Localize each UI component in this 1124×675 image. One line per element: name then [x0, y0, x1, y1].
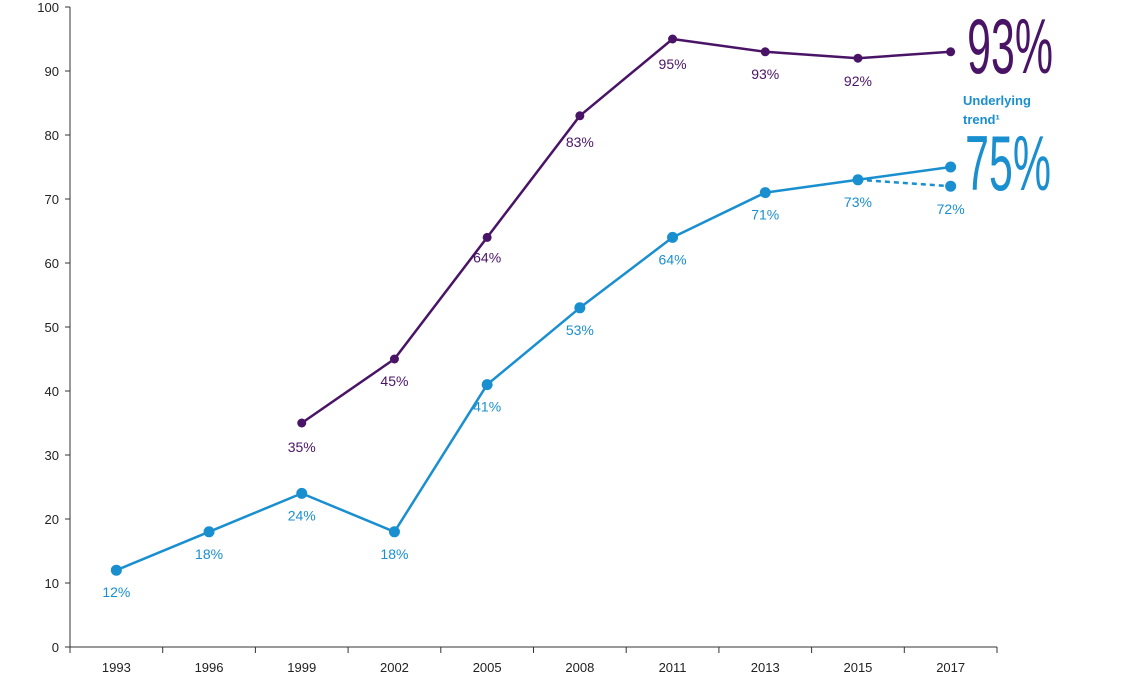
data-label: 92% — [844, 73, 872, 89]
data-label: 64% — [473, 249, 501, 265]
data-point — [297, 418, 307, 428]
data-label: 73% — [844, 194, 872, 210]
x-tick-label: 2017 — [936, 660, 965, 675]
data-label: 18% — [380, 546, 408, 562]
y-tick-label: 30 — [45, 448, 59, 463]
data-point — [296, 487, 308, 499]
data-label: 72% — [937, 201, 965, 217]
data-label: 95% — [659, 56, 687, 72]
chart-lines — [115, 37, 951, 572]
y-tick-label: 40 — [45, 384, 59, 399]
data-point — [760, 47, 770, 57]
chart-marks — [110, 34, 957, 576]
y-tick-label: 60 — [45, 256, 59, 271]
data-point — [668, 34, 678, 44]
data-point — [575, 111, 585, 121]
data-point — [667, 231, 679, 243]
data-label: 35% — [288, 439, 316, 455]
data-point — [852, 174, 864, 186]
data-label: 93% — [751, 66, 779, 82]
y-tick-label: 50 — [45, 320, 59, 335]
x-tick-label: 2015 — [843, 660, 872, 675]
data-label: 45% — [380, 373, 408, 389]
data-point — [481, 379, 493, 391]
y-tick-label: 70 — [45, 192, 59, 207]
end-label-series-1: 93% — [967, 4, 1053, 91]
data-point — [110, 564, 122, 576]
x-tick-label: 1999 — [287, 660, 316, 675]
data-label: 53% — [566, 322, 594, 338]
data-label: 18% — [195, 546, 223, 562]
chart-axes: 0 10 20 30 40 50 60 70 80 90 100 1993 1996 1999 2002 20… — [37, 0, 998, 675]
data-label: 24% — [288, 507, 316, 523]
y-tick-label: 0 — [52, 640, 59, 655]
trend-note-line-2: trend¹ — [963, 112, 1000, 127]
y-tick-label: 80 — [45, 128, 59, 143]
trend-point — [945, 161, 957, 173]
end-label-series-2: 75% — [965, 121, 1051, 208]
series-dashed-segment — [857, 178, 951, 188]
trend-note-line-1: Underlying — [963, 93, 1031, 108]
data-point — [853, 53, 863, 63]
x-tick-label: 2005 — [473, 660, 502, 675]
data-label: 64% — [659, 251, 687, 267]
data-point — [574, 302, 586, 314]
data-label: 71% — [751, 207, 779, 223]
x-tick-label: 1993 — [102, 660, 131, 675]
x-tick-label: 2002 — [380, 660, 409, 675]
x-tick-label: 1996 — [195, 660, 224, 675]
x-tick-label: 2013 — [751, 660, 780, 675]
chart-labels: 35% 45% 64% 83% 95% 93% 92% 12% 18% 24% 18% 41% 53% 6… — [102, 4, 1053, 601]
data-point — [482, 232, 492, 242]
trend-line — [857, 165, 951, 182]
data-point — [388, 526, 400, 538]
data-label: 41% — [473, 399, 501, 415]
data-point — [945, 180, 957, 192]
y-tick-label: 10 — [45, 576, 59, 591]
y-tick-label: 100 — [37, 0, 59, 15]
data-label: 12% — [102, 584, 130, 600]
series-line-1 — [301, 37, 951, 425]
data-point — [759, 187, 771, 199]
data-point — [389, 354, 399, 364]
y-tick-label: 20 — [45, 512, 59, 527]
x-tick-label: 2008 — [565, 660, 594, 675]
data-point — [946, 47, 956, 57]
data-point — [203, 526, 215, 538]
y-tick-label: 90 — [45, 64, 59, 79]
data-label: 83% — [566, 134, 594, 150]
x-tick-label: 2011 — [659, 660, 687, 675]
